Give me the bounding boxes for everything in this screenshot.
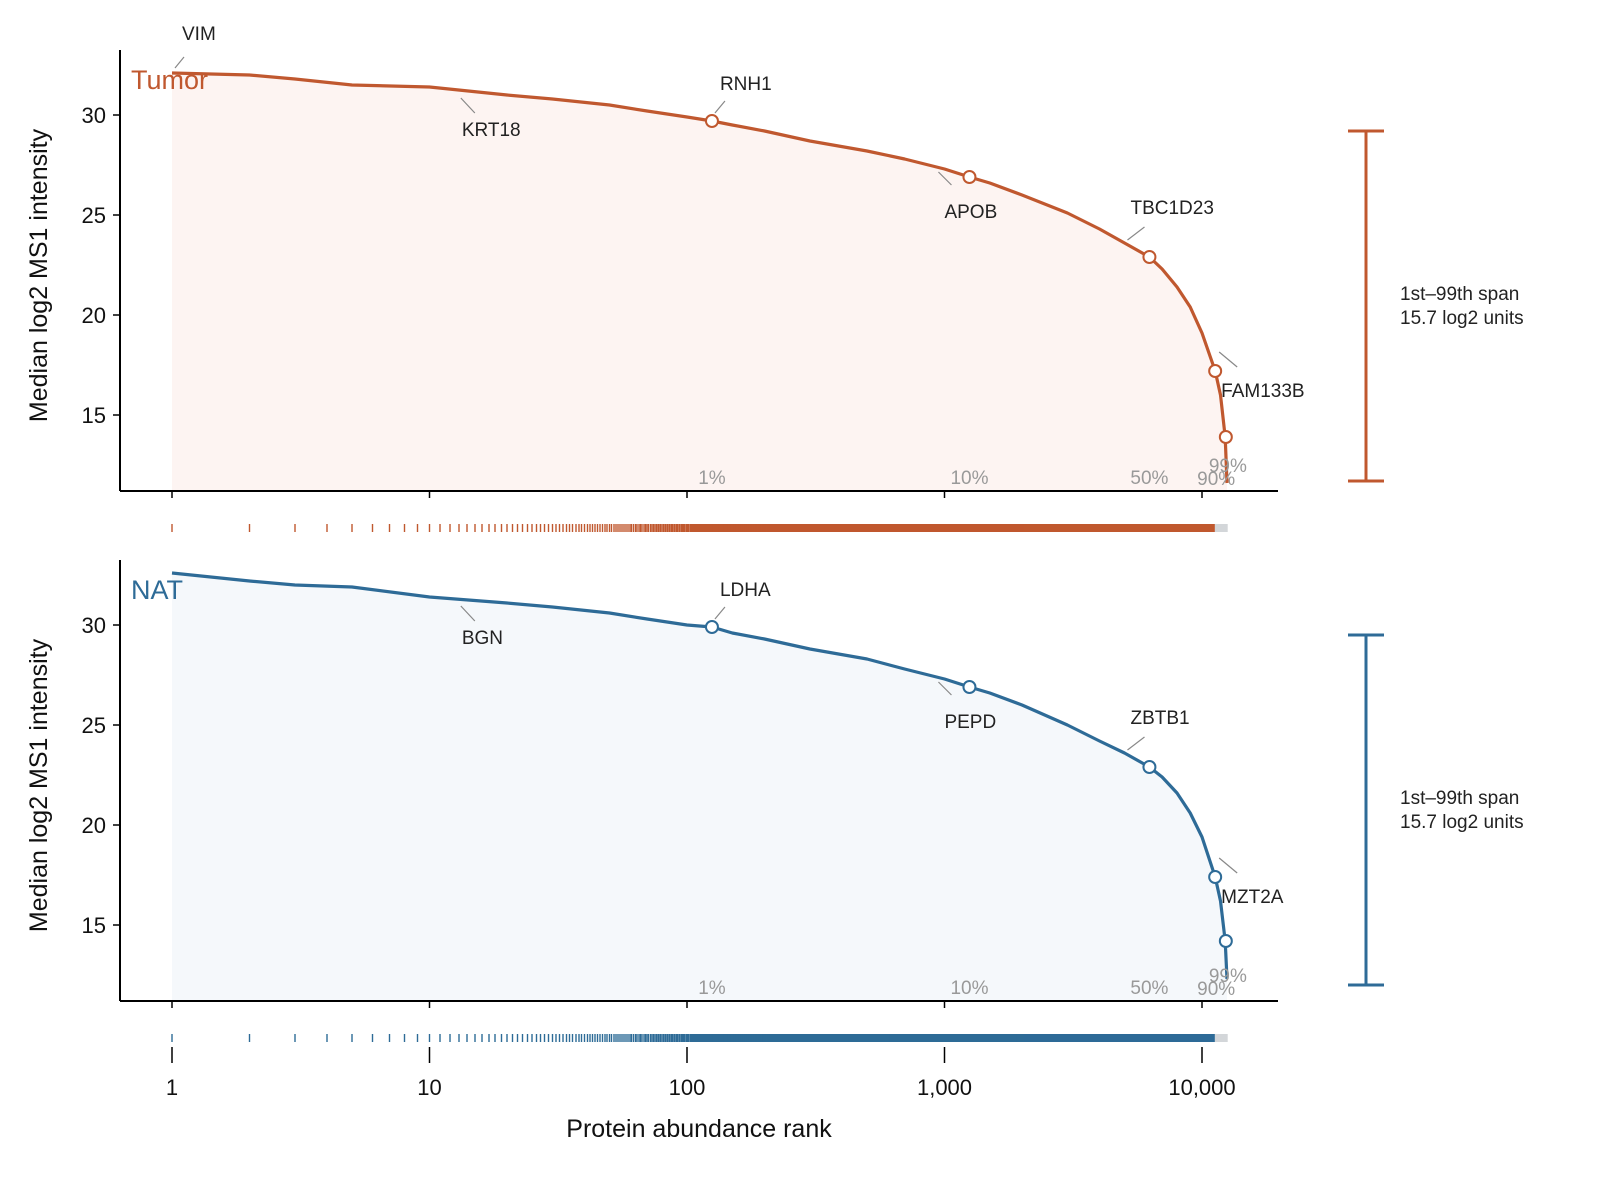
percentile-label: 50% bbox=[1130, 978, 1168, 999]
annotation-leader bbox=[1127, 226, 1145, 241]
annotation-leader bbox=[1218, 351, 1238, 368]
span-value: 15.7 log2 units bbox=[1400, 812, 1524, 833]
annotation-label: RNH1 bbox=[720, 74, 772, 95]
annotation-leader bbox=[460, 605, 476, 622]
annotation-label: MZT2A bbox=[1221, 887, 1284, 908]
y-axis-label: Median log2 MS1 intensity bbox=[25, 638, 53, 932]
y-tick-label: 15 bbox=[82, 403, 106, 428]
y-tick-label: 25 bbox=[82, 713, 106, 738]
area-fill-tumor bbox=[172, 73, 1227, 491]
annotation-label: LDHA bbox=[720, 580, 771, 601]
x-tick-label: 100 bbox=[669, 1075, 706, 1100]
annotation-leader bbox=[714, 100, 726, 114]
annotation-leader bbox=[1127, 736, 1145, 751]
panel-title: NAT bbox=[131, 575, 183, 605]
percentile-label: 1% bbox=[698, 978, 726, 999]
percentile-label: 99% bbox=[1209, 456, 1247, 477]
rug-tumor bbox=[171, 524, 1228, 532]
series-line-tumor bbox=[171, 71, 1229, 484]
percentile-label: 10% bbox=[950, 468, 988, 489]
x-tick-label: 1,000 bbox=[917, 1075, 972, 1100]
percentile-label: 90% bbox=[1197, 469, 1235, 490]
annotation-leader bbox=[938, 681, 952, 696]
percentile-marker bbox=[1218, 934, 1233, 948]
percentile-marker bbox=[1208, 870, 1223, 884]
percentile-marker bbox=[1218, 430, 1233, 444]
percentile-marker bbox=[704, 620, 719, 634]
x-axis-label: Protein abundance rank bbox=[566, 1115, 832, 1143]
rug-nat bbox=[171, 1034, 1228, 1042]
annotation-label: FAM133B bbox=[1221, 381, 1304, 402]
percentile-label: 1% bbox=[698, 468, 726, 489]
annotation-label: PEPD bbox=[944, 712, 996, 733]
annotation-label: KRT18 bbox=[462, 120, 521, 141]
percentile-marker bbox=[1142, 250, 1157, 264]
area-fill-nat bbox=[172, 573, 1227, 1001]
annotation-leader bbox=[714, 606, 726, 620]
panel-tumor: 15 20 25 30 Median log2 MS1 intensity Tumor 1%… bbox=[25, 24, 1524, 498]
span-label: 1st–99th span bbox=[1400, 788, 1519, 809]
annotation-leader bbox=[460, 97, 476, 114]
annotation-label: TBC1D23 bbox=[1130, 198, 1213, 219]
annotation-leader bbox=[1218, 857, 1238, 874]
x-tick-label: 1 bbox=[166, 1075, 178, 1100]
annotation-leader bbox=[174, 56, 185, 69]
span-label: 1st–99th span bbox=[1400, 284, 1519, 305]
y-tick-label: 30 bbox=[82, 613, 106, 638]
percentile-marker bbox=[962, 680, 977, 694]
y-tick-label: 20 bbox=[82, 303, 106, 328]
annotation-label: ZBTB1 bbox=[1130, 708, 1189, 729]
percentile-marker bbox=[1142, 760, 1157, 774]
percentile-label: 10% bbox=[950, 978, 988, 999]
annotation-label: BGN bbox=[462, 628, 503, 649]
series-line-nat bbox=[171, 571, 1229, 980]
annotation-label: APOB bbox=[944, 202, 997, 223]
percentile-label: 50% bbox=[1130, 468, 1168, 489]
panel-nat: 15 20 25 30 Median log2 MS1 intensity NAT 1% 10… bbox=[25, 560, 1524, 1008]
percentile-marker bbox=[1208, 364, 1223, 378]
x-tick-label: 10,000 bbox=[1168, 1075, 1235, 1100]
y-tick-label: 15 bbox=[82, 913, 106, 938]
percentile-marker bbox=[962, 170, 977, 184]
y-tick-label: 30 bbox=[82, 103, 106, 128]
span-value: 15.7 log2 units bbox=[1400, 308, 1524, 329]
percentile-marker bbox=[704, 114, 719, 128]
y-tick-label: 20 bbox=[82, 813, 106, 838]
annotation-leader bbox=[938, 171, 952, 186]
x-axis: 1 10 100 1,000 10,000 Protein abundance rank bbox=[166, 1047, 1236, 1143]
panel-title: Tumor bbox=[131, 65, 208, 95]
y-tick-label: 25 bbox=[82, 203, 106, 228]
annotation-label: VIM bbox=[182, 24, 216, 45]
percentile-label: 99% bbox=[1209, 966, 1247, 987]
y-axis-label: Median log2 MS1 intensity bbox=[25, 128, 53, 422]
percentile-label: 90% bbox=[1197, 979, 1235, 1000]
x-tick-label: 10 bbox=[417, 1075, 441, 1100]
